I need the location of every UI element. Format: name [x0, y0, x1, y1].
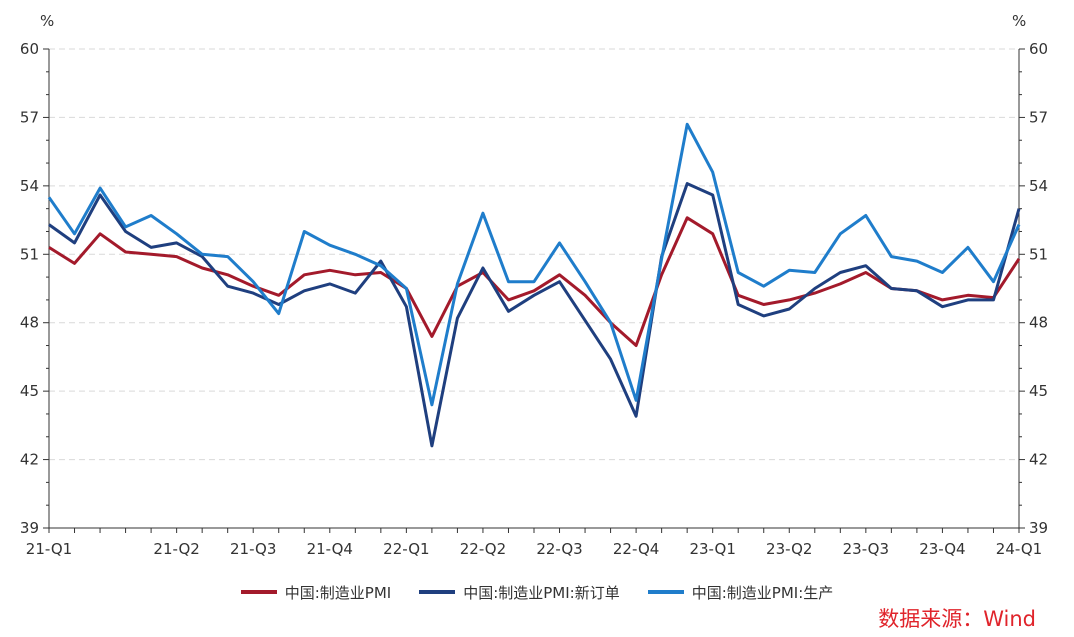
y-tick-label-right: 45 [1029, 382, 1048, 400]
legend-item-production: 中国:制造业PMI:生产 [647, 582, 834, 603]
y-tick-label-right: 39 [1029, 519, 1048, 537]
y-tick-label-right: 54 [1029, 177, 1048, 195]
y-tick-label-left: 54 [20, 177, 39, 195]
y-tick-label-right: 57 [1029, 108, 1048, 126]
x-tick-label: 23-Q1 [689, 540, 735, 558]
series-lines [47, 122, 1021, 448]
legend-item-new-orders: 中国:制造业PMI:新订单 [419, 582, 620, 603]
y-axis-left-unit: % [40, 12, 54, 30]
y-tick-label-right: 48 [1029, 314, 1048, 332]
series-line-2 [47, 122, 1021, 407]
y-tick-label-left: 48 [20, 314, 39, 332]
legend-swatch-pmi [240, 590, 277, 594]
y-tick-label-right: 42 [1029, 451, 1048, 469]
y-tick-label-left: 42 [20, 451, 39, 469]
x-tick-label: 22-Q3 [536, 540, 582, 558]
x-tick-label: 22-Q2 [460, 540, 506, 558]
source-note: 数据来源：Wind [878, 607, 1036, 631]
y-tick-label-right: 60 [1029, 40, 1048, 58]
x-tick-label: 22-Q1 [383, 540, 429, 558]
y-tick-label-left: 39 [20, 519, 39, 537]
y-tick-label-left: 45 [20, 382, 39, 400]
x-tick-label: 23-Q3 [843, 540, 889, 558]
y-axis-right-unit: % [1012, 12, 1026, 30]
legend-swatch-production [647, 590, 684, 594]
legend-item-pmi: 中国:制造业PMI [240, 582, 392, 603]
legend-label-new-orders: 中国:制造业PMI:新订单 [463, 583, 620, 602]
x-tick-label: 21-Q1 [26, 540, 72, 558]
series-line-0 [48, 216, 1021, 347]
y-tick-label-right: 51 [1029, 245, 1048, 263]
y-tick-label-left: 57 [20, 108, 39, 126]
y-tick-label-left: 51 [20, 245, 39, 263]
series-line-1 [48, 182, 1021, 448]
x-tick-label: 23-Q4 [919, 540, 965, 558]
x-tick-label: 21-Q2 [153, 540, 199, 558]
x-tick-label: 22-Q4 [613, 540, 659, 558]
x-tick-label: 21-Q3 [230, 540, 276, 558]
legend-label-pmi: 中国:制造业PMI [284, 583, 392, 602]
legend-swatch-new-orders [419, 590, 456, 594]
y-tick-label-left: 60 [20, 40, 39, 58]
chart-legend: 中国:制造业PMI 中国:制造业PMI:新订单 中国:制造业PMI:生产 [0, 578, 1074, 606]
legend-label-production: 中国:制造业PMI:生产 [691, 583, 834, 602]
x-tick-label: 24-Q1 [996, 540, 1042, 558]
x-tick-label: 21-Q4 [307, 540, 353, 558]
grid-lines [49, 48, 1019, 461]
axes: 39 39 42 42 45 45 48 48 51 51 54 54 57 57 60 60 21-Q1 21-… [20, 40, 1048, 558]
x-tick-label: 23-Q2 [766, 540, 812, 558]
